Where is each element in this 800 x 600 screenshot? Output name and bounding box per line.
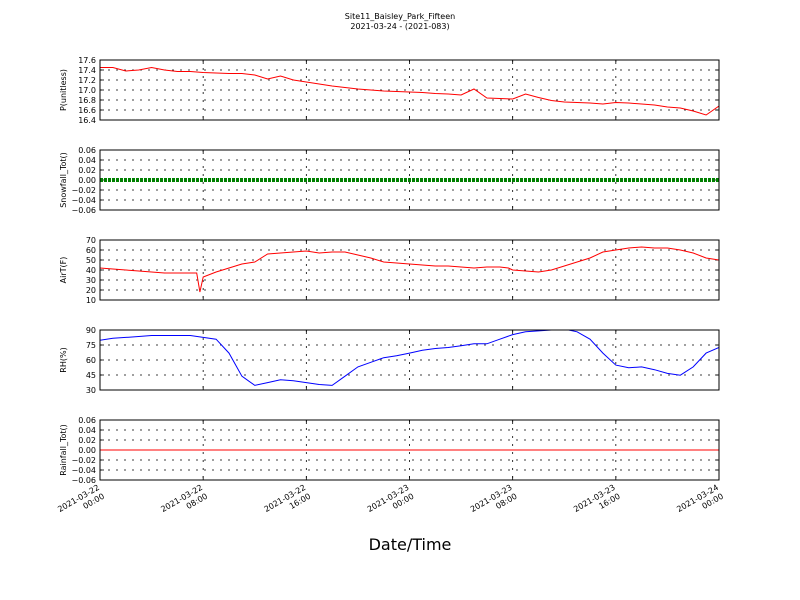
y-tick-label: 0.02 xyxy=(78,436,96,445)
y-tick-label: 17.0 xyxy=(78,86,96,95)
y-tick-label: 0.02 xyxy=(78,166,96,175)
y-tick-label: 17.2 xyxy=(78,76,96,85)
y-tick-label: 10 xyxy=(86,296,96,305)
y-axis-label: AirT(F) xyxy=(59,257,68,284)
x-axis-label: Date/Time xyxy=(369,535,452,554)
y-axis-label: Rainfall_Tot() xyxy=(59,424,68,476)
y-tick-label: 20 xyxy=(86,286,96,295)
chart-title: Site11_Baisley_Park_Fifteen xyxy=(345,12,455,21)
x-tick-label: 2021-03-2208:00 xyxy=(159,483,209,523)
y-tick-label: 0.04 xyxy=(78,156,96,165)
panel-frame xyxy=(99,149,720,211)
x-tick-label: 2021-03-2300:00 xyxy=(366,483,416,523)
y-tick-label: 17.6 xyxy=(78,56,96,65)
y-tick-label: 75 xyxy=(86,341,96,350)
y-tick-label: 0.04 xyxy=(78,426,96,435)
x-tick-label: 2021-03-2308:00 xyxy=(469,483,519,523)
y-tick-label: 45 xyxy=(86,371,96,380)
series-line xyxy=(100,246,719,293)
x-tick-label: 2021-03-2400:00 xyxy=(675,483,725,523)
panel-0: 16.416.616.817.017.217.417.6 P(unitless) xyxy=(59,56,720,125)
y-tick-label: 30 xyxy=(86,386,96,395)
y-axis-label: P(unitless) xyxy=(59,69,68,111)
y-tick-label: 90 xyxy=(86,326,96,335)
panels: 16.416.616.817.017.217.417.6 P(unitless) −… xyxy=(59,56,720,485)
panel-1: −0.06−0.04−0.020.000.020.040.06 Snowfall_… xyxy=(59,146,720,215)
y-tick-label: −0.04 xyxy=(71,196,96,205)
y-tick-label: 16.4 xyxy=(78,116,96,125)
y-tick-label: 60 xyxy=(86,356,96,365)
y-tick-label: 30 xyxy=(86,276,96,285)
series-line xyxy=(100,330,719,386)
panel-3: 30 45 60 75 90 RH(%) xyxy=(59,326,720,395)
x-tick-label: 2021-03-2316:00 xyxy=(572,483,622,523)
y-tick-label: 60 xyxy=(86,246,96,255)
y-axis-label: Snowfall_Tot() xyxy=(59,152,68,208)
y-tick-label: −0.06 xyxy=(71,476,96,485)
y-tick-label: 70 xyxy=(86,236,96,245)
x-tick-label: 2021-03-2216:00 xyxy=(263,483,313,523)
y-tick-label: 0.06 xyxy=(78,416,96,425)
y-axis-label: RH(%) xyxy=(59,347,68,372)
y-tick-label: 16.8 xyxy=(78,96,96,105)
y-tick-label: 17.4 xyxy=(78,66,96,75)
y-tick-label: −0.02 xyxy=(71,186,96,195)
y-tick-label: −0.04 xyxy=(71,466,96,475)
chart-subtitle: 2021-03-24 - (2021-083) xyxy=(350,22,449,31)
y-tick-label: −0.02 xyxy=(71,456,96,465)
y-tick-label: 40 xyxy=(86,266,96,275)
panel-4: −0.06−0.04−0.020.000.020.040.06 Rainfall_… xyxy=(59,416,720,485)
y-tick-label: 0.00 xyxy=(78,176,96,185)
y-tick-label: 0.06 xyxy=(78,146,96,155)
y-tick-label: 0.00 xyxy=(78,446,96,455)
panel-frame xyxy=(99,59,720,121)
x-tick-label: 2021-03-2200:00 xyxy=(56,483,106,523)
x-axis-ticks: 2021-03-2200:00 2021-03-2208:00 2021-03-22… xyxy=(56,483,725,523)
y-tick-label: 50 xyxy=(86,256,96,265)
panel-frame xyxy=(99,419,720,481)
y-tick-label: −0.06 xyxy=(71,206,96,215)
panel-frame xyxy=(99,239,720,301)
y-tick-label: 16.6 xyxy=(78,106,96,115)
series-line xyxy=(100,66,719,116)
panel-frame xyxy=(99,329,720,391)
